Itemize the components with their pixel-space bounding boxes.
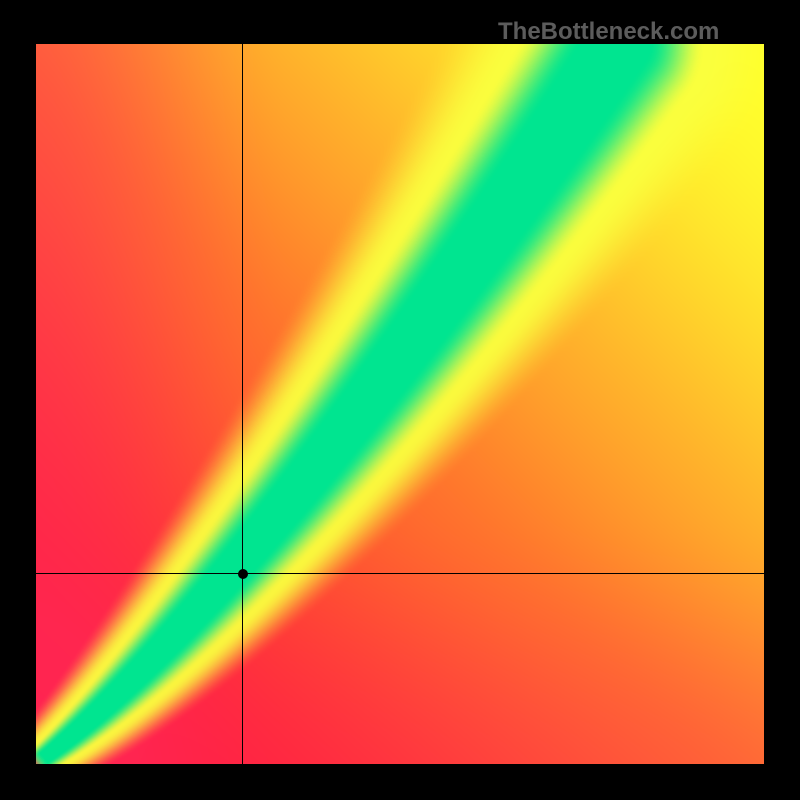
crosshair-horizontal <box>36 573 764 574</box>
crosshair-vertical <box>242 44 243 764</box>
crosshair-marker <box>238 569 248 579</box>
heatmap-canvas <box>36 44 764 764</box>
chart-frame: TheBottleneck.com <box>0 0 800 800</box>
watermark-label: TheBottleneck.com <box>498 18 719 46</box>
